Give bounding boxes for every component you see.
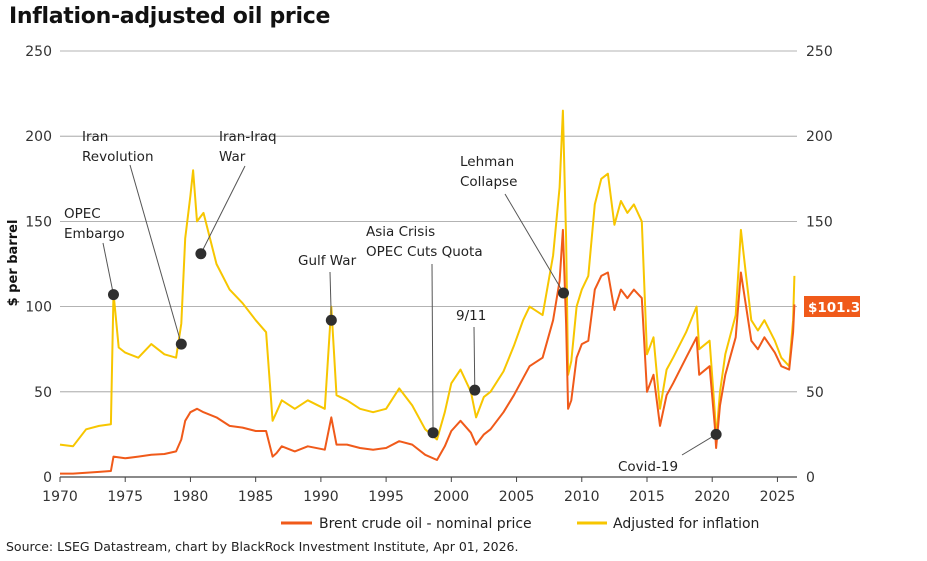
series-line-adjusted: [59, 109, 796, 448]
series-line-nominal: [60, 228, 796, 475]
annotation-marker-4: [427, 427, 439, 439]
x-tick-2015: 2015: [629, 489, 665, 505]
annotation-label-1: Iran Revolution: [82, 129, 154, 165]
y-tick-right-200: 200: [806, 129, 833, 145]
y-tick-left-150: 150: [25, 214, 52, 230]
annotation-label-line: OPEC: [64, 206, 101, 222]
annotation-leader-4: [431, 263, 434, 433]
annotation-label-line: Iran-Iraq: [219, 129, 277, 145]
y-axis-label: $ per barrel: [6, 220, 21, 307]
annotation-label-line: Covid-19: [618, 459, 678, 475]
legend-label-adjusted: Adjusted for inflation: [613, 516, 759, 532]
annotation-marker-3: [325, 314, 337, 326]
annotation-label-2: Iran-Iraq War: [219, 129, 277, 165]
annotation-label-line: Iran: [82, 129, 108, 145]
annotation-label-line: Revolution: [82, 149, 154, 165]
annotation-label-line: Collapse: [460, 174, 517, 190]
annotation-label-line: Asia Crisis: [366, 224, 435, 240]
legend: Brent crude oil - nominal price Adjusted…: [281, 516, 759, 532]
annotation-marker-6: [558, 287, 570, 299]
annotation-label-6: Lehman Collapse: [460, 154, 517, 190]
y-tick-left-250: 250: [25, 44, 52, 60]
latest-value-tag-bg: [804, 296, 860, 317]
x-tick-2010: 2010: [564, 489, 600, 505]
annotation-leader-7: [681, 433, 717, 456]
annotation-label-line: War: [219, 149, 246, 165]
annotation-label-line: Lehman: [460, 154, 514, 170]
annotation-leader-1: [129, 164, 182, 345]
series-lines: [59, 109, 796, 475]
annotation-label-4: Asia Crisis OPEC Cuts Quota: [366, 224, 483, 260]
y-tick-right-0: 0: [806, 470, 815, 486]
annotation-marker-1: [175, 338, 187, 350]
annotation-leader-6: [504, 193, 564, 294]
annotation-label-line: OPEC Cuts Quota: [366, 244, 483, 260]
x-tick-2005: 2005: [499, 489, 535, 505]
legend-label-nominal: Brent crude oil - nominal price: [319, 516, 532, 532]
x-tick-1985: 1985: [238, 489, 274, 505]
x-tick-2020: 2020: [694, 489, 730, 505]
chart-title: Inflation-adjusted oil price: [9, 4, 331, 29]
y-tick-left-100: 100: [25, 300, 52, 316]
annotation-marker-7: [710, 428, 722, 440]
x-tick-2000: 2000: [434, 489, 470, 505]
y-tick-right-50: 50: [806, 385, 824, 401]
annotation-marker-2: [195, 248, 207, 260]
annotation-label-3: Gulf War: [298, 253, 357, 269]
y-tick-right-250: 250: [806, 44, 833, 60]
annotation-label-7: Covid-19: [618, 459, 678, 475]
annotation-label-line: 9/11: [456, 308, 486, 324]
x-tick-1975: 1975: [107, 489, 143, 505]
annotation-label-line: Gulf War: [298, 253, 357, 269]
y-tick-right-150: 150: [806, 214, 833, 230]
grid-lines: [60, 50, 797, 478]
y-tick-left-0: 0: [43, 470, 52, 486]
latest-value-tag: $101.3: [804, 296, 860, 317]
x-tick-1990: 1990: [303, 489, 339, 505]
annotation-leader-3: [329, 271, 332, 321]
y-tick-left-50: 50: [34, 385, 52, 401]
annotation-label-line: Embargo: [64, 226, 125, 242]
x-tick-1980: 1980: [173, 489, 209, 505]
y-axis-left: 0 50 100 150 200 250: [25, 44, 52, 486]
x-tick-2025: 2025: [760, 489, 796, 505]
x-tick-1970: 1970: [42, 489, 78, 505]
annotation-leader-2: [200, 165, 246, 255]
annotation-leader-5: [473, 326, 476, 391]
annotation-leader-0: [102, 242, 114, 295]
annotation-label-5: 9/11: [456, 308, 486, 324]
source-note: Source: LSEG Datastream, chart by BlackR…: [6, 539, 519, 554]
y-tick-left-200: 200: [25, 129, 52, 145]
x-axis: 1970 1975 1980 1985 1990 1995 2000 2005 2010 2015…: [42, 477, 795, 505]
latest-value-label: $101.3: [808, 300, 860, 316]
annotation-marker-0: [107, 289, 119, 301]
annotation-label-0: OPEC Embargo: [64, 206, 125, 242]
annotation-marker-5: [469, 384, 481, 396]
event-annotations: OPEC Embargo Iran Revolution Iran-Iraq War Gul…: [64, 129, 722, 475]
x-tick-1995: 1995: [368, 489, 404, 505]
